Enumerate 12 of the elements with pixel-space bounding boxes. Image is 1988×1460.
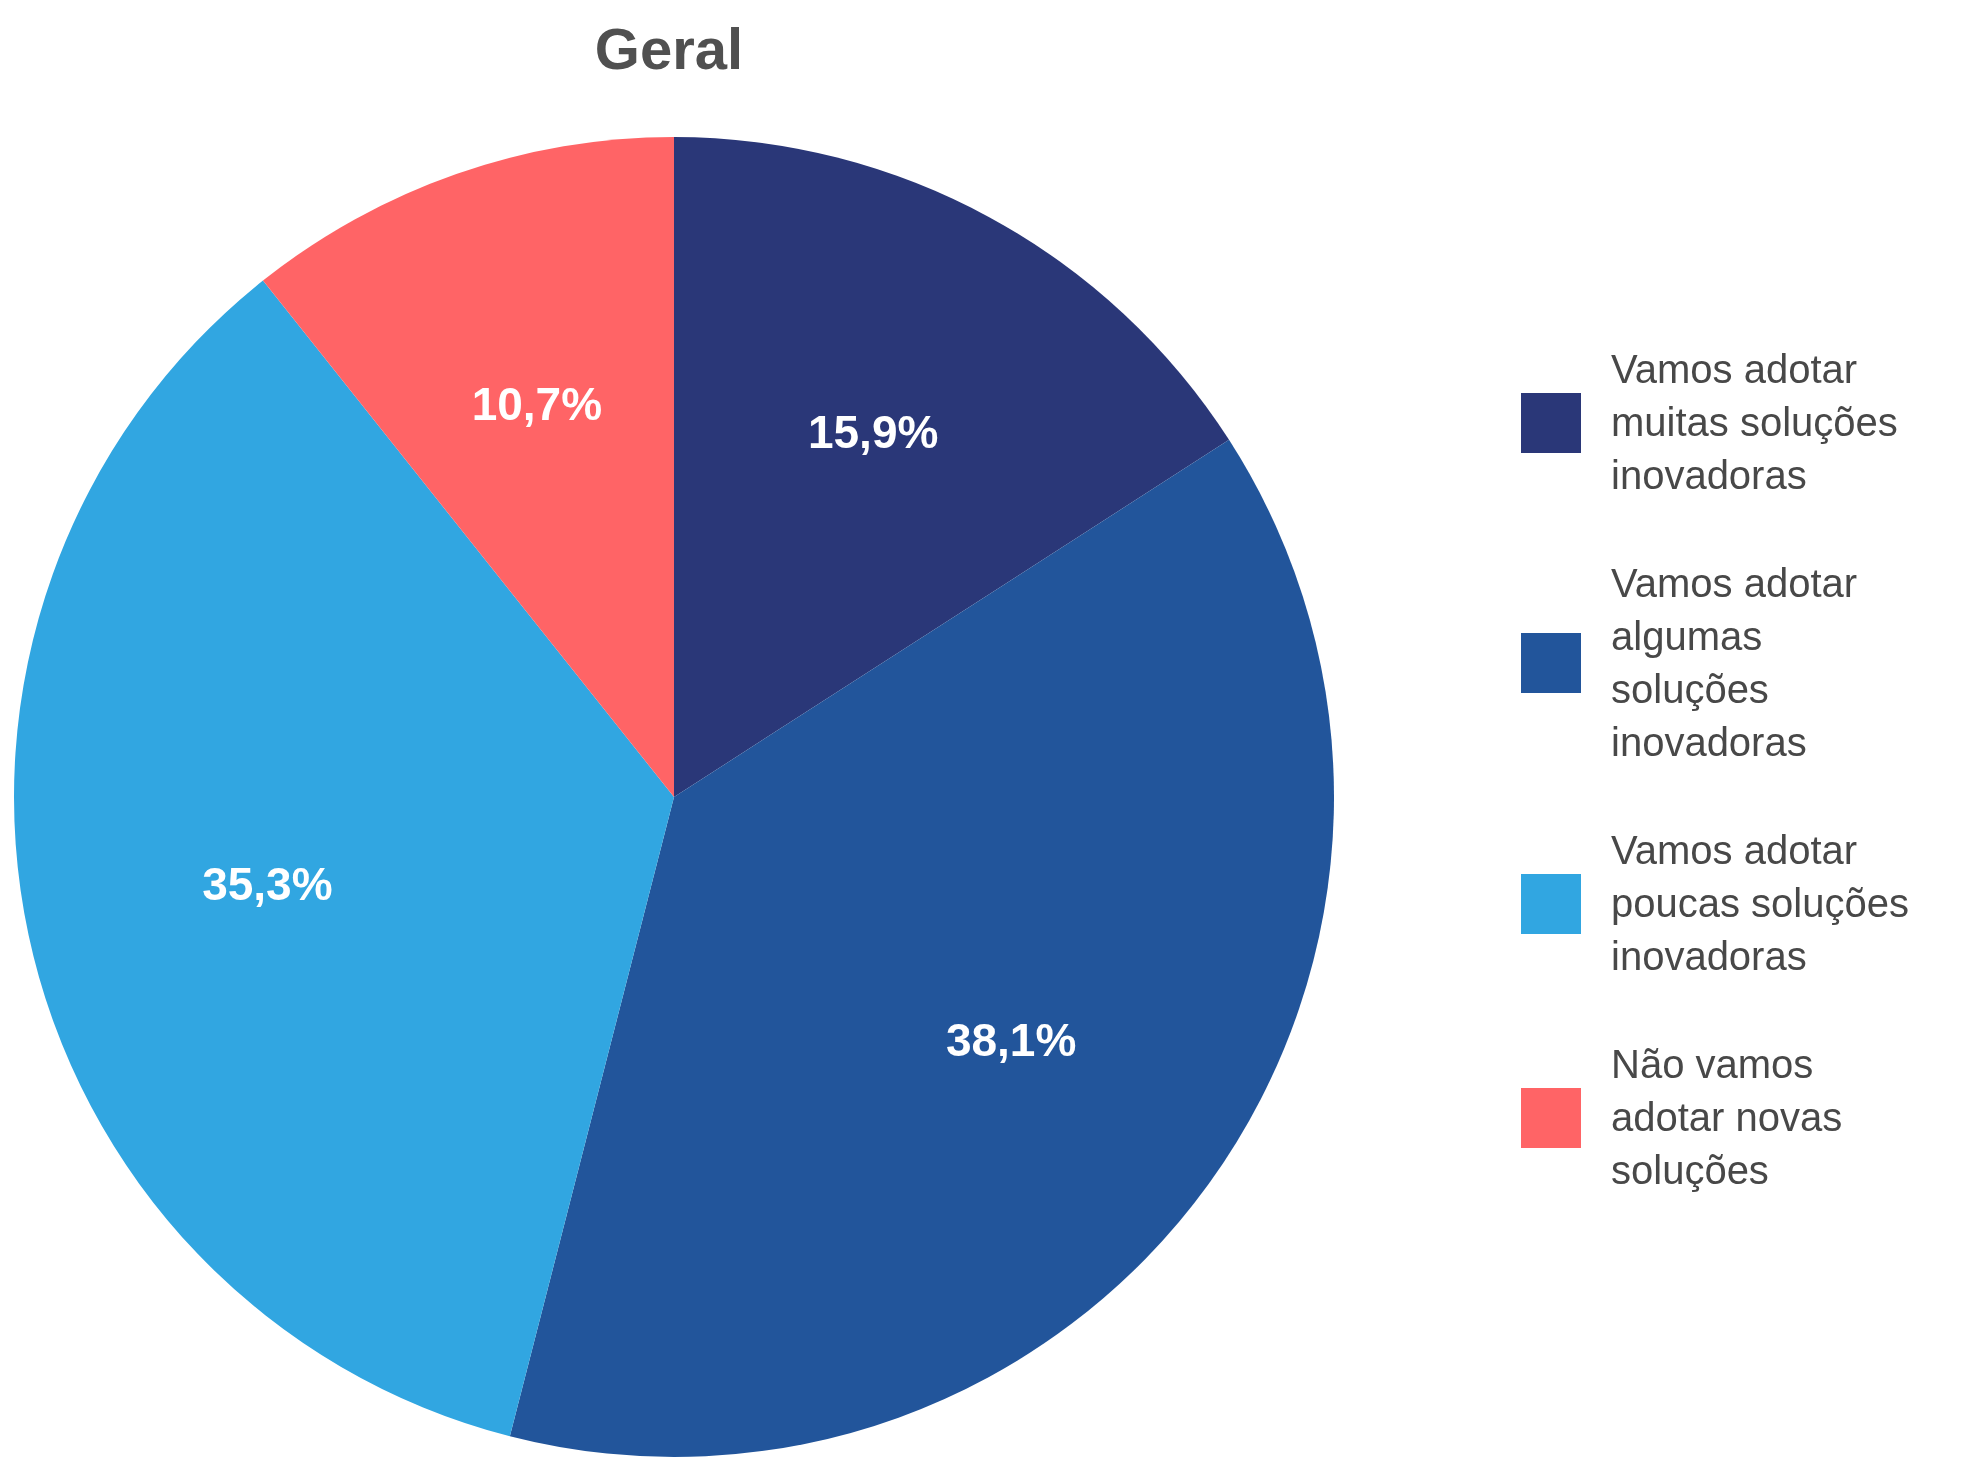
pie-slice <box>674 137 1230 797</box>
data-label: 10,7% <box>471 378 603 431</box>
pie-slice <box>262 137 674 797</box>
legend-label: Não vamos adotar novas soluções <box>1611 1041 1844 1194</box>
pie-slice <box>14 280 674 1437</box>
legend-label: Vamos adotar muitas soluções inovadoras <box>1611 346 1899 499</box>
data-label: 35,3% <box>202 857 333 910</box>
chart-title: Geral <box>594 15 744 81</box>
data-label: 15,9% <box>807 406 939 458</box>
legend-label: Vamos adotar algumas soluções inovadoras <box>1611 560 1859 766</box>
data-label: 38,1% <box>945 1014 1077 1067</box>
legend-label: Vamos adotar poucas soluções inovadoras <box>1611 827 1910 980</box>
